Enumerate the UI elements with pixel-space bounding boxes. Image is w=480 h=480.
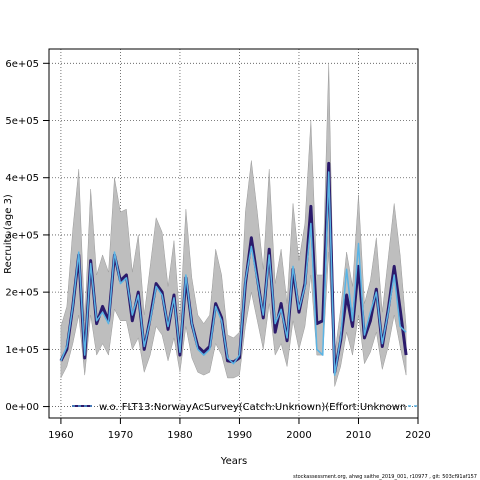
x-tick-label: 1960 [48,430,73,441]
y-tick-label: 5e+05 [5,116,39,127]
y-tick-label: 3e+05 [5,230,39,241]
x-axis-title: Years [220,456,247,467]
x-axis: 1960 1970 1980 1990 2000 2010 2020 [48,418,431,441]
x-tick-label: 2000 [286,430,311,441]
legend: w.o. FLT13:NorwayAcSurvey(Catch:Unknown)… [72,402,418,413]
confidence-band [60,63,407,387]
x-tick-label: 1980 [167,430,192,441]
y-tick-label: 0e+00 [5,402,39,413]
confidence-band-area [60,63,407,387]
legend-label: w.o. FLT13:NorwayAcSurvey(Catch:Unknown)… [99,402,406,413]
x-tick-label: 1970 [108,430,133,441]
y-tick-label: 1e+05 [5,345,39,356]
y-tick-label: 4e+05 [5,173,39,184]
x-tick-label: 2010 [346,430,371,441]
footer-credit: stockassessment.org, ahwg saithe_2019_00… [293,474,477,480]
x-tick-label: 2020 [405,430,430,441]
y-tick-label: 2e+05 [5,288,39,299]
y-axis: 0e+00 1e+05 2e+05 3e+05 4e+05 5e+05 6e+05 [5,59,49,413]
x-tick-label: 1990 [227,430,252,441]
series-line-leave-out [60,171,407,376]
y-axis-title: Recruits (age 3) [3,194,14,274]
series-lines [59,161,408,376]
y-tick-label: 6e+05 [5,59,39,70]
plot-frame [48,48,419,419]
